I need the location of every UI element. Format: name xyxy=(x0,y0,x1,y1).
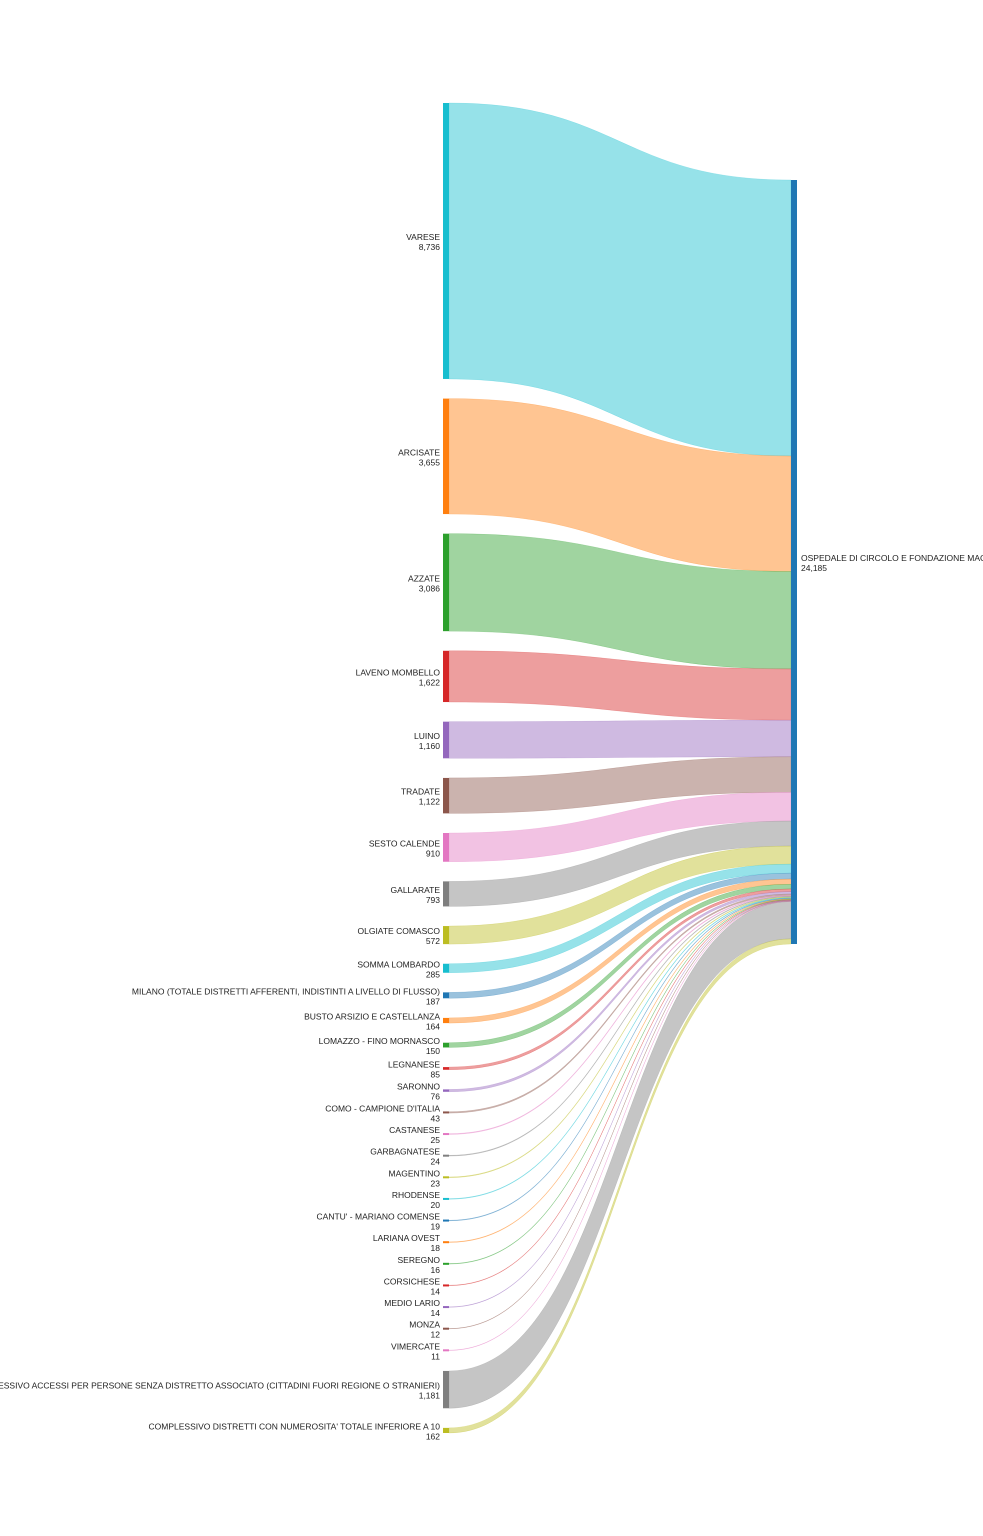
source-label-27: DATO COMPLESSIVO ACCESSI PER PERSONE SEN… xyxy=(0,1381,440,1391)
source-label-8: OLGIATE COMASCO xyxy=(358,926,441,936)
source-value-19: 20 xyxy=(431,1200,441,1210)
source-value-7: 793 xyxy=(426,895,440,905)
source-value-25: 12 xyxy=(431,1330,441,1340)
source-value-2: 3,086 xyxy=(419,583,441,593)
target-node[interactable] xyxy=(791,180,797,944)
source-value-23: 14 xyxy=(431,1286,441,1296)
source-node-11[interactable] xyxy=(443,1017,449,1024)
source-value-8: 572 xyxy=(426,936,440,946)
source-label-21: LARIANA OVEST xyxy=(373,1233,440,1243)
source-node-20[interactable] xyxy=(443,1219,449,1222)
source-label-3: LAVENO MOMBELLO xyxy=(356,667,441,677)
source-label-6: SESTO CALENDE xyxy=(369,838,441,848)
source-node-1[interactable] xyxy=(443,398,449,515)
source-node-3[interactable] xyxy=(443,650,449,703)
source-label-10: MILANO (TOTALE DISTRETTI AFFERENTI, INDI… xyxy=(132,986,440,996)
source-node-19[interactable] xyxy=(443,1197,449,1200)
source-label-26: VIMERCATE xyxy=(391,1341,440,1351)
source-node-27[interactable] xyxy=(443,1370,449,1409)
source-label-15: COMO - CAMPIONE D'ITALIA xyxy=(325,1103,440,1113)
source-node-26[interactable] xyxy=(443,1349,449,1352)
link-4[interactable] xyxy=(448,719,792,759)
source-node-24[interactable] xyxy=(443,1306,449,1309)
source-label-24: MEDIO LARIO xyxy=(384,1298,440,1308)
source-value-20: 19 xyxy=(431,1222,441,1232)
source-label-14: SARONNO xyxy=(397,1082,440,1092)
link-27[interactable] xyxy=(448,901,792,1409)
source-label-22: SEREGNO xyxy=(397,1255,440,1265)
source-node-22[interactable] xyxy=(443,1262,449,1265)
source-node-23[interactable] xyxy=(443,1284,449,1287)
source-label-0: VARESE xyxy=(406,232,440,242)
source-label-7: GALLARATE xyxy=(391,885,441,895)
source-value-21: 18 xyxy=(431,1243,441,1253)
links-layer xyxy=(448,102,792,1434)
target-value: 24,185 xyxy=(801,563,827,573)
source-label-2: AZZATE xyxy=(408,573,440,583)
target-label: OSPEDALE DI CIRCOLO E FONDAZIONE MACCHI xyxy=(801,553,983,563)
source-node-16[interactable] xyxy=(443,1133,449,1136)
source-value-12: 150 xyxy=(426,1046,440,1056)
source-value-6: 910 xyxy=(426,848,440,858)
source-value-28: 162 xyxy=(426,1431,440,1441)
source-node-28[interactable] xyxy=(443,1427,449,1433)
source-label-9: SOMMA LOMBARDO xyxy=(357,959,440,969)
source-value-5: 1,122 xyxy=(419,797,441,807)
source-node-4[interactable] xyxy=(443,721,449,759)
source-value-17: 24 xyxy=(431,1157,441,1167)
source-value-4: 1,160 xyxy=(419,741,441,751)
source-node-25[interactable] xyxy=(443,1327,449,1330)
source-value-14: 76 xyxy=(431,1092,441,1102)
source-node-8[interactable] xyxy=(443,926,449,945)
source-value-13: 85 xyxy=(431,1069,441,1079)
source-label-19: RHODENSE xyxy=(392,1190,441,1200)
source-label-28: COMPLESSIVO DISTRETTI CON NUMEROSITA' TO… xyxy=(149,1421,441,1431)
source-label-4: LUINO xyxy=(414,731,440,741)
source-node-7[interactable] xyxy=(443,881,449,907)
source-value-1: 3,655 xyxy=(419,457,441,467)
source-value-16: 25 xyxy=(431,1135,441,1145)
source-label-18: MAGENTINO xyxy=(389,1168,441,1178)
source-node-13[interactable] xyxy=(443,1067,449,1070)
source-label-11: BUSTO ARSIZIO E CASTELLANZA xyxy=(304,1012,440,1022)
source-node-2[interactable] xyxy=(443,533,449,632)
source-label-5: TRADATE xyxy=(401,787,440,797)
source-node-12[interactable] xyxy=(443,1042,449,1048)
source-label-1: ARCISATE xyxy=(398,447,440,457)
source-value-10: 187 xyxy=(426,996,440,1006)
source-value-9: 285 xyxy=(426,969,440,979)
source-value-22: 16 xyxy=(431,1265,441,1275)
source-label-16: CASTANESE xyxy=(389,1125,440,1135)
source-node-0[interactable] xyxy=(443,103,449,379)
source-label-17: GARBAGNATESE xyxy=(370,1147,440,1157)
source-node-14[interactable] xyxy=(443,1089,449,1092)
source-node-6[interactable] xyxy=(443,833,449,862)
source-node-21[interactable] xyxy=(443,1241,449,1244)
source-value-11: 164 xyxy=(426,1022,440,1032)
source-value-18: 23 xyxy=(431,1178,441,1188)
source-value-26: 11 xyxy=(431,1351,440,1361)
source-node-15[interactable] xyxy=(443,1111,449,1114)
source-node-10[interactable] xyxy=(443,992,449,999)
source-value-3: 1,622 xyxy=(419,677,441,687)
source-label-13: LEGNANESE xyxy=(388,1059,440,1069)
nodes-layer xyxy=(443,103,797,1433)
source-value-0: 8,736 xyxy=(419,242,441,252)
source-label-20: CANTU' - MARIANO COMENSE xyxy=(317,1212,441,1222)
source-label-25: MONZA xyxy=(409,1320,440,1330)
source-node-17[interactable] xyxy=(443,1154,449,1157)
source-label-23: CORSICHESE xyxy=(384,1276,441,1286)
source-node-9[interactable] xyxy=(443,963,449,973)
source-value-15: 43 xyxy=(431,1113,441,1123)
source-label-12: LOMAZZO - FINO MORNASCO xyxy=(319,1036,441,1046)
source-node-5[interactable] xyxy=(443,777,449,814)
source-value-24: 14 xyxy=(431,1308,441,1318)
source-node-18[interactable] xyxy=(443,1176,449,1179)
source-value-27: 1,181 xyxy=(419,1391,441,1401)
